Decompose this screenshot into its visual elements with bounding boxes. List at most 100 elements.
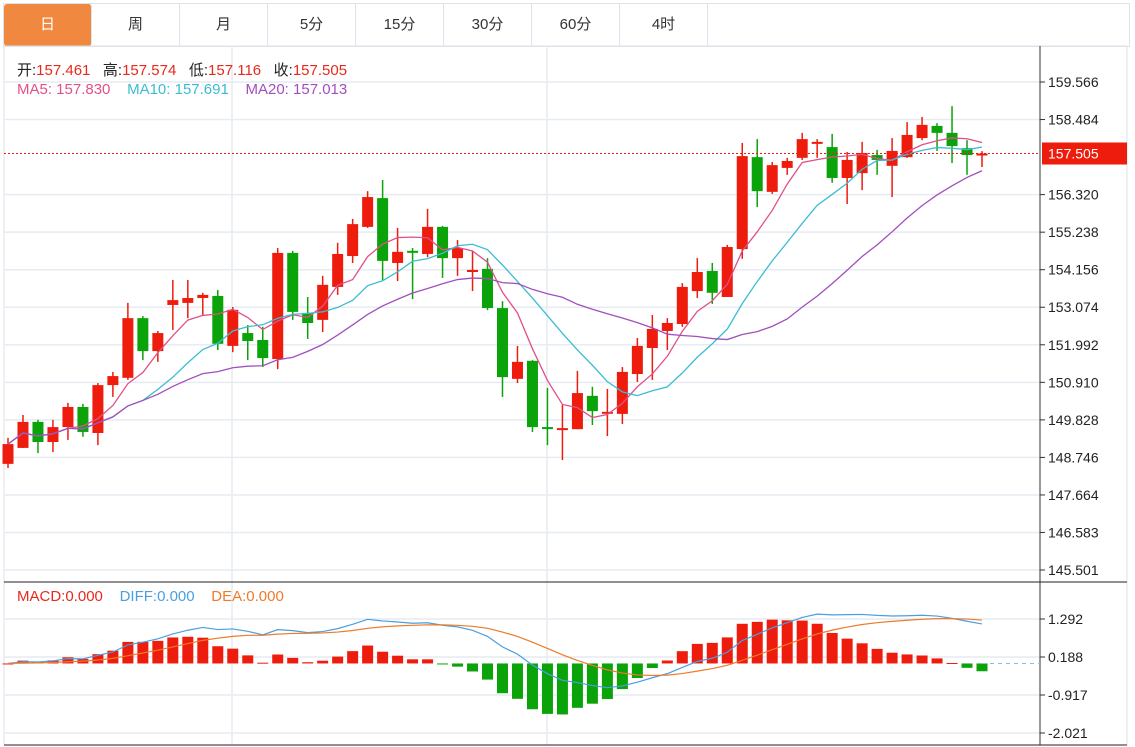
macd-bar [526, 663, 538, 710]
candle [317, 275, 329, 333]
candle-body [392, 251, 404, 263]
candle-body [661, 322, 673, 331]
candle-body [17, 421, 29, 448]
candle-body [242, 333, 254, 342]
candle-body [317, 284, 329, 320]
diff-line [7, 613, 983, 689]
macd-bar [706, 642, 718, 664]
candle-body [47, 427, 59, 443]
candle-body [601, 411, 613, 414]
ma10-line [7, 146, 983, 445]
tab-5[interactable]: 30分 [444, 4, 532, 46]
macd-bar [496, 663, 508, 694]
candle [856, 141, 868, 191]
candle-body [631, 345, 643, 375]
open-value: 157.461 [36, 62, 91, 79]
candle [646, 315, 658, 380]
macd-bar [377, 651, 389, 664]
macd-bar [272, 654, 284, 664]
candle-body [287, 252, 299, 312]
tab-7[interactable]: 4时 [620, 4, 708, 46]
dea-value: 0.000 [246, 588, 284, 605]
candle-body [526, 360, 538, 428]
candle-body [182, 298, 194, 303]
candle [17, 414, 29, 448]
candle [541, 387, 553, 446]
candle-body [407, 250, 419, 253]
macd-bar [916, 655, 928, 664]
candle-body [541, 427, 553, 430]
candle [961, 140, 973, 175]
macd-bar [227, 648, 239, 664]
candle [796, 132, 808, 160]
price-tick-label: 151.992 [1048, 337, 1099, 353]
macd-bar [976, 663, 988, 672]
macd-bar [931, 658, 943, 664]
macd-tick-label: -2.021 [1048, 725, 1088, 741]
macd-tick-label: 0.188 [1048, 649, 1083, 665]
candle-body [227, 309, 239, 346]
candle [691, 258, 703, 299]
candle [407, 248, 419, 300]
candle [736, 142, 748, 259]
candle-body [167, 300, 179, 305]
macd-bar [482, 663, 494, 680]
price-tick-label: 145.501 [1048, 562, 1099, 578]
macd-bar [601, 663, 613, 700]
macd-bar [586, 663, 598, 704]
price-tick-label: 153.074 [1048, 299, 1099, 315]
candle [242, 325, 254, 361]
current-price-label: 157.505 [1048, 146, 1099, 162]
price-tick-label: 158.484 [1048, 112, 1099, 128]
close-label: 收: [273, 62, 293, 79]
candle-body [347, 224, 359, 257]
candle-body [197, 294, 209, 299]
candle [392, 227, 404, 282]
candle [826, 133, 838, 183]
tab-4[interactable]: 15分 [356, 4, 444, 46]
candle [706, 262, 718, 304]
tab-3[interactable]: 5分 [268, 4, 356, 46]
macd-bar [616, 663, 628, 690]
macd-bar [871, 648, 883, 664]
candle-body [212, 295, 224, 344]
macd-bar [661, 660, 673, 664]
macd-bar [332, 656, 344, 664]
macd-bar [841, 638, 853, 664]
candle [841, 151, 853, 204]
candle [227, 307, 239, 353]
macd-bar [736, 623, 748, 664]
dea-line [7, 617, 983, 677]
macd-bar [437, 663, 449, 665]
candle-body [931, 125, 943, 133]
tab-2[interactable]: 月 [180, 4, 268, 46]
macd-bar [946, 662, 958, 664]
candle [571, 370, 583, 430]
macd-bar [721, 637, 733, 664]
macd-bar [781, 620, 793, 664]
macd-bar [287, 657, 299, 664]
candle-body [616, 371, 628, 414]
candle [2, 437, 14, 469]
candle-body [362, 197, 374, 227]
ohlc-legend: 开:157.461 高:157.574 低:157.116 收:157.505 [17, 59, 347, 80]
candle-body [257, 339, 269, 359]
candle [122, 302, 134, 380]
candle-body [77, 406, 89, 432]
ma20-line [7, 170, 983, 445]
tab-0[interactable]: 日 [4, 4, 92, 46]
price-tick-label: 149.828 [1048, 412, 1099, 428]
candle [107, 371, 119, 397]
ma10-legend: MA10: 157.691 [127, 81, 229, 98]
macd-bar [886, 652, 898, 664]
candle [766, 162, 778, 194]
candle [167, 279, 179, 330]
ma-legend: MA5: 157.830 MA10: 157.691 MA20: 157.013 [17, 81, 347, 98]
candle [137, 316, 149, 361]
candle-body [467, 269, 479, 272]
candle-body [137, 318, 149, 352]
tab-1[interactable]: 周 [92, 4, 180, 46]
tab-6[interactable]: 60分 [532, 4, 620, 46]
macd-tick-label: -0.917 [1048, 687, 1088, 703]
